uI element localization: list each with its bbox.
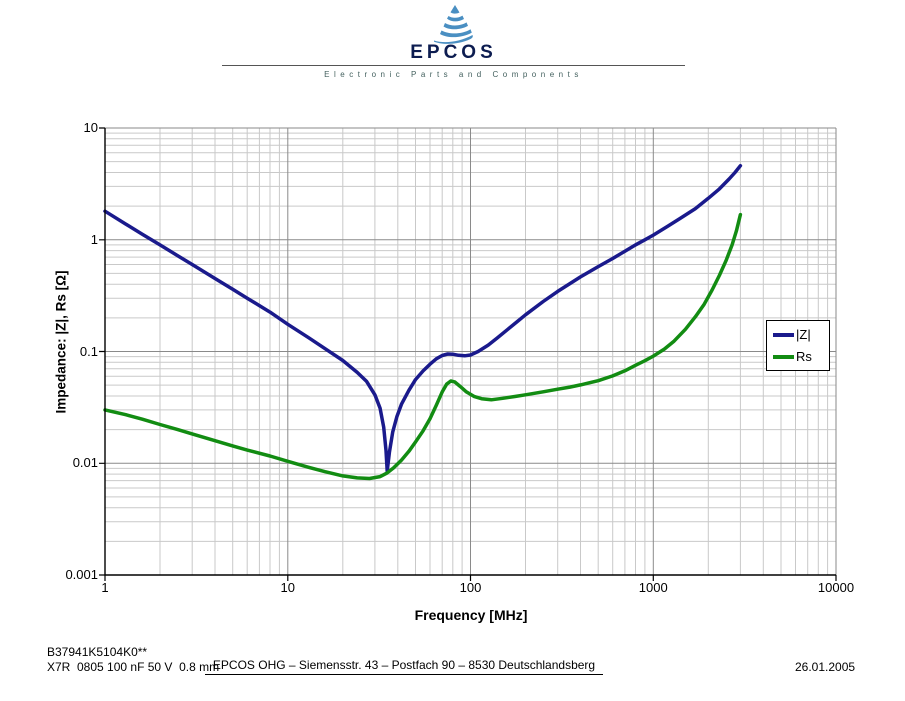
- rs-line-swatch: [773, 354, 794, 359]
- logo-divider: [222, 65, 685, 66]
- company-address-line: EPCOS OHG – Siemensstr. 43 – Postfach 90…: [205, 658, 603, 675]
- legend-item-rs: Rs: [773, 350, 823, 363]
- y-tick-label: 0.1: [79, 343, 98, 359]
- legend-label-rs: Rs: [796, 349, 812, 364]
- x-tick-label: 100: [459, 580, 482, 595]
- x-tick-label: 10000: [817, 580, 855, 595]
- x-tick-label: 1: [101, 580, 109, 595]
- x-tick-label: 1000: [638, 580, 668, 595]
- legend-label-z: |Z|: [796, 327, 811, 342]
- x-tick-label: 10: [280, 580, 295, 595]
- y-tick-label: 0.001: [65, 567, 98, 582]
- y-tick-label: 10: [83, 120, 98, 135]
- epcos-logo: EPCOS Electronic Parts and Components: [222, 4, 685, 79]
- brand-tagline: Electronic Parts and Components: [324, 70, 583, 79]
- legend-item-z: |Z|: [773, 328, 823, 341]
- brand-name: EPCOS: [410, 42, 497, 63]
- z-line-swatch: [773, 332, 794, 337]
- part-description: X7R 0805 100 nF 50 V 0.8 mm: [47, 660, 220, 674]
- x-axis-label: Frequency [MHz]: [414, 607, 528, 623]
- part-number: B37941K5104K0**: [47, 645, 148, 659]
- y-axis-label: Impedance: |Z|, Rs [Ω]: [53, 270, 69, 414]
- document-date: 26.01.2005: [795, 660, 856, 674]
- chart-legend: |Z| Rs: [766, 320, 830, 371]
- epcos-pyramid-icon: [433, 5, 473, 44]
- y-tick-label: 1: [90, 231, 98, 247]
- y-tick-label: 0.01: [72, 455, 98, 471]
